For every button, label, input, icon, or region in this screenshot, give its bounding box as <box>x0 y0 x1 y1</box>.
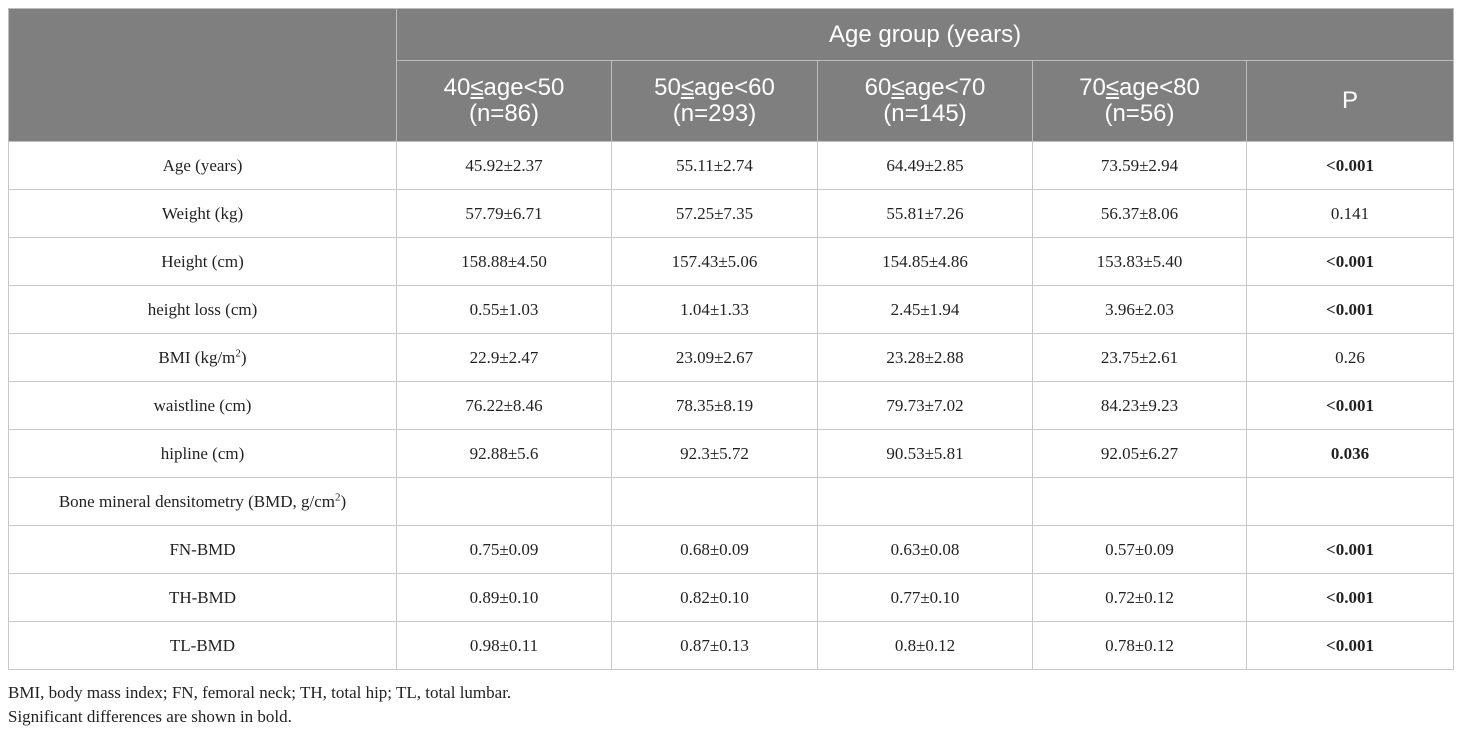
cell-value <box>396 477 612 526</box>
cell-value: 157.43±5.06 <box>611 237 818 286</box>
cell-value: 0.87±0.13 <box>611 621 818 670</box>
p-value: <0.001 <box>1245 525 1455 574</box>
column-count: (n=293) <box>672 100 757 127</box>
column-range: 50≤age<60 <box>654 74 775 101</box>
row-label: BMI (kg/m2) <box>8 333 397 382</box>
column-count: (n=145) <box>883 100 967 127</box>
footnote-significance: Significant differences are shown in bol… <box>8 707 292 726</box>
cell-value: 1.04±1.33 <box>611 285 818 334</box>
cell-value: 0.82±0.10 <box>611 573 818 622</box>
p-value: <0.001 <box>1245 573 1455 622</box>
table-row: TH-BMD 0.89±0.10 0.82±0.10 0.77±0.10 0.7… <box>8 573 1455 622</box>
cell-value: 57.25±7.35 <box>611 189 818 238</box>
cell-value: 73.59±2.94 <box>1032 141 1247 190</box>
column-count: (n=56) <box>1104 100 1175 127</box>
column-range: 60≤age<70 <box>864 74 986 101</box>
age-group-title: Age group (years) <box>395 8 1455 61</box>
cell-value: 153.83±5.40 <box>1032 237 1247 286</box>
cell-value: 90.53±5.81 <box>817 429 1033 478</box>
cell-value: 55.11±2.74 <box>611 141 818 190</box>
row-label: height loss (cm) <box>8 285 397 334</box>
cell-value: 0.78±0.12 <box>1032 621 1247 670</box>
p-value: <0.001 <box>1245 141 1455 190</box>
p-value: <0.001 <box>1245 285 1455 334</box>
cell-value: 78.35±8.19 <box>611 381 818 430</box>
table-row: hipline (cm) 92.88±5.6 92.3±5.72 90.53±5… <box>8 429 1455 478</box>
table-row: FN-BMD 0.75±0.09 0.68±0.09 0.63±0.08 0.5… <box>8 525 1455 574</box>
table-row: Height (cm) 158.88±4.50 157.43±5.06 154.… <box>8 237 1455 286</box>
table-row: Bone mineral densitometry (BMD, g/cm2) <box>8 477 1455 526</box>
cell-value: 92.88±5.6 <box>396 429 612 478</box>
cell-value: 55.81±7.26 <box>817 189 1033 238</box>
cell-value: 0.57±0.09 <box>1032 525 1247 574</box>
cell-value: 3.96±2.03 <box>1032 285 1247 334</box>
header-row-group: Age group (years) <box>8 8 1455 142</box>
p-value: 0.141 <box>1245 189 1455 238</box>
cell-value: 0.72±0.12 <box>1032 573 1247 622</box>
cell-value: 23.09±2.67 <box>611 333 818 382</box>
p-value: 0.26 <box>1245 333 1455 382</box>
cell-value: 64.49±2.85 <box>817 141 1033 190</box>
row-label: Weight (kg) <box>8 189 397 238</box>
p-value: <0.001 <box>1245 621 1455 670</box>
p-value-header: P <box>1245 60 1455 142</box>
cell-value: 45.92±2.37 <box>396 141 612 190</box>
row-label: Age (years) <box>8 141 397 190</box>
table-row: TL-BMD 0.98±0.11 0.87±0.13 0.8±0.12 0.78… <box>8 621 1455 670</box>
table-row: Weight (kg) 57.79±6.71 57.25±7.35 55.81±… <box>8 189 1455 238</box>
row-label: FN-BMD <box>8 525 397 574</box>
row-label: TL-BMD <box>8 621 397 670</box>
cell-value: 23.28±2.88 <box>817 333 1033 382</box>
column-range: 40≤age<50 <box>443 74 565 101</box>
cell-value <box>611 477 818 526</box>
cell-value: 84.23±9.23 <box>1032 381 1247 430</box>
column-range: 70≤age<80 <box>1079 74 1200 101</box>
cell-value: 2.45±1.94 <box>817 285 1033 334</box>
cell-value: 56.37±8.06 <box>1032 189 1247 238</box>
cell-value: 0.68±0.09 <box>611 525 818 574</box>
row-label: TH-BMD <box>8 573 397 622</box>
cell-value: 0.63±0.08 <box>817 525 1033 574</box>
p-value: 0.036 <box>1245 429 1455 478</box>
table-container: Age group (years) 40≤age<50 (n=86) 50≤ag… <box>8 8 1455 670</box>
header-row-columns: 40≤age<50 (n=86) 50≤age<60 (n=293) 60≤ag… <box>9 60 1455 142</box>
cell-value <box>817 477 1033 526</box>
p-value: <0.001 <box>1245 237 1455 286</box>
cell-value: 92.05±6.27 <box>1032 429 1247 478</box>
column-header: 60≤age<70 (n=145) <box>817 60 1033 142</box>
p-value <box>1245 477 1455 526</box>
table-row: BMI (kg/m2) 22.9±2.47 23.09±2.67 23.28±2… <box>8 333 1455 382</box>
table-footnotes: BMI, body mass index; FN, femoral neck; … <box>8 681 511 729</box>
cell-value <box>1032 477 1247 526</box>
cell-value: 158.88±4.50 <box>396 237 612 286</box>
data-table: Age group (years) 40≤age<50 (n=86) 50≤ag… <box>8 8 1455 670</box>
header-blank-cell <box>8 8 397 142</box>
cell-value: 79.73±7.02 <box>817 381 1033 430</box>
cell-value: 22.9±2.47 <box>396 333 612 382</box>
footnote-abbreviations: BMI, body mass index; FN, femoral neck; … <box>8 683 512 702</box>
p-value: <0.001 <box>1245 381 1455 430</box>
row-label: hipline (cm) <box>8 429 397 478</box>
cell-value: 0.77±0.10 <box>817 573 1033 622</box>
cell-value: 57.79±6.71 <box>396 189 612 238</box>
cell-value: 0.55±1.03 <box>396 285 612 334</box>
table-row: Age (years) 45.92±2.37 55.11±2.74 64.49±… <box>8 141 1455 190</box>
cell-value: 76.22±8.46 <box>396 381 612 430</box>
row-label: Height (cm) <box>8 237 397 286</box>
column-header: 40≤age<50 (n=86) <box>396 60 612 142</box>
column-count: (n=86) <box>468 100 540 127</box>
cell-value: 0.89±0.10 <box>396 573 612 622</box>
table-row: height loss (cm) 0.55±1.03 1.04±1.33 2.4… <box>8 285 1455 334</box>
row-label: Bone mineral densitometry (BMD, g/cm2) <box>8 477 397 526</box>
row-label: waistline (cm) <box>8 381 397 430</box>
cell-value: 0.98±0.11 <box>396 621 612 670</box>
cell-value: 23.75±2.61 <box>1032 333 1247 382</box>
cell-value: 154.85±4.86 <box>817 237 1033 286</box>
cell-value: 0.8±0.12 <box>817 621 1033 670</box>
cell-value: 0.75±0.09 <box>396 525 612 574</box>
table-row: waistline (cm) 76.22±8.46 78.35±8.19 79.… <box>8 381 1455 430</box>
column-header: 70≤age<80 (n=56) <box>1032 60 1247 142</box>
cell-value: 92.3±5.72 <box>611 429 818 478</box>
column-header: 50≤age<60 (n=293) <box>611 60 818 142</box>
